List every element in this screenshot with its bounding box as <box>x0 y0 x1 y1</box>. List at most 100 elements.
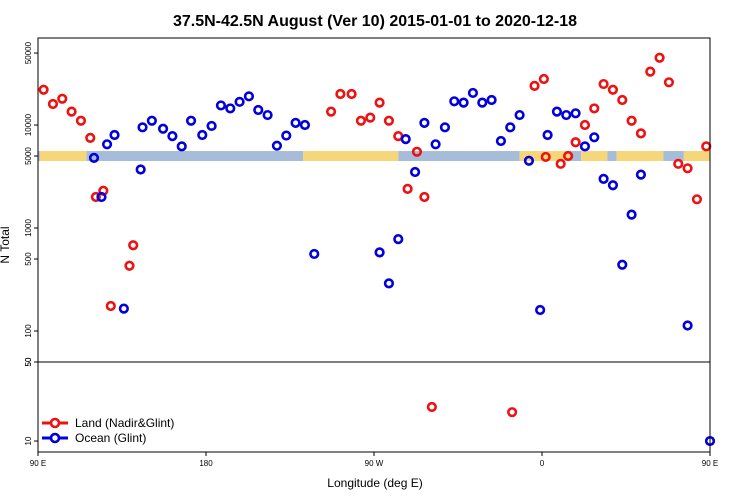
ocean-point <box>393 234 404 245</box>
ocean-point <box>635 169 647 180</box>
surface-band-ocean <box>663 151 684 162</box>
land-point <box>124 260 135 271</box>
ocean-point <box>400 134 411 145</box>
land-point <box>691 194 703 205</box>
ocean-point <box>253 104 264 116</box>
ocean-point <box>96 191 107 203</box>
land-point <box>538 73 549 85</box>
ocean-point <box>682 320 693 331</box>
x-tick-label: 90 E <box>702 459 718 468</box>
ocean-point <box>135 164 146 175</box>
surface-band-land <box>303 151 399 162</box>
land-point <box>626 115 637 126</box>
x-tick-label: 90 W <box>365 459 384 468</box>
land-point <box>355 115 367 126</box>
land-point <box>617 94 628 106</box>
y-tick-label: 500 <box>24 252 33 266</box>
legend-entry: Land (Nadir&Glint) <box>42 416 174 430</box>
ocean-point <box>419 117 430 128</box>
land-series <box>38 52 712 418</box>
surface-band-land <box>581 151 608 162</box>
land-point <box>663 77 675 88</box>
ocean-point <box>157 123 169 134</box>
y-tick-label: 50 <box>24 357 33 366</box>
axis-ticks: 90 E 180 90 W 0 90 E 50 100 500 1000 5000 10000 500… <box>24 41 718 468</box>
ocean-point <box>449 96 460 107</box>
legend-marker <box>49 432 61 444</box>
land-point <box>563 150 574 162</box>
land-point <box>607 84 619 95</box>
land-point <box>682 163 693 174</box>
surface-band <box>38 151 710 162</box>
ocean-point <box>101 139 113 150</box>
ocean-point <box>185 115 197 126</box>
ocean-point <box>167 131 178 142</box>
ocean-point <box>495 135 507 147</box>
land-point <box>57 93 68 104</box>
legend-label: Land (Nadir&Glint) <box>75 416 174 430</box>
ocean-point <box>439 122 451 133</box>
land-point <box>47 98 59 110</box>
ocean-point <box>206 120 217 132</box>
ocean-point <box>409 166 421 178</box>
surface-band-ocean <box>398 151 520 162</box>
ocean-point <box>542 129 553 141</box>
land-point <box>365 112 376 123</box>
ocean-point <box>607 180 619 191</box>
y-tick-label: 10 <box>24 436 33 445</box>
land-point <box>540 151 551 163</box>
surface-band-ocean <box>38 151 40 162</box>
land-point <box>426 401 437 413</box>
land-point <box>529 80 540 91</box>
y-tick-label: 100 <box>24 324 33 338</box>
ocean-point <box>299 119 311 131</box>
land-point <box>645 66 656 77</box>
surface-band-land <box>39 151 87 162</box>
ocean-point <box>514 109 525 121</box>
land-point <box>105 300 116 312</box>
ocean-point <box>109 129 120 141</box>
y-axis-label: N Total <box>0 226 12 263</box>
ocean-point <box>523 155 535 166</box>
ocean-point <box>271 140 283 151</box>
ocean-point <box>598 173 609 184</box>
ocean-point <box>309 248 320 260</box>
surface-band-land <box>683 151 710 162</box>
y-tick-label: 50000 <box>24 41 33 64</box>
land-point <box>419 191 430 203</box>
land-point <box>402 183 413 194</box>
surface-band-land <box>616 151 664 162</box>
ocean-point <box>88 152 100 163</box>
land-point <box>374 97 385 108</box>
land-point <box>635 128 647 139</box>
ocean-point <box>505 122 516 133</box>
x-axis-label: Longitude (deg E) <box>327 476 422 490</box>
land-point <box>90 191 101 203</box>
land-point <box>570 137 581 148</box>
ocean-point <box>290 117 301 128</box>
land-point <box>673 158 684 169</box>
surface-band-ocean <box>86 151 304 162</box>
surface-band-ocean <box>607 151 617 162</box>
y-tick-label: 1000 <box>24 219 33 237</box>
ocean-point <box>617 259 628 270</box>
land-point <box>346 88 357 100</box>
ocean-point <box>570 108 581 119</box>
ocean-point <box>486 94 497 106</box>
y-tick-label: 50 <box>24 357 33 366</box>
ocean-point <box>243 91 255 102</box>
ocean-point <box>176 141 187 152</box>
x-tick-label: 90 E <box>30 459 46 468</box>
land-point <box>411 146 423 157</box>
land-point <box>589 103 600 114</box>
ocean-point <box>215 100 227 111</box>
ocean-point <box>589 132 600 143</box>
land-point <box>335 88 346 100</box>
land-point <box>579 119 591 131</box>
legend: Land (Nadir&Glint)Ocean (Glint) <box>42 416 174 445</box>
y-tick-label: 10000 <box>24 113 33 136</box>
land-point <box>507 407 518 418</box>
ocean-point <box>551 106 563 117</box>
surface-band-ocean <box>570 151 582 162</box>
